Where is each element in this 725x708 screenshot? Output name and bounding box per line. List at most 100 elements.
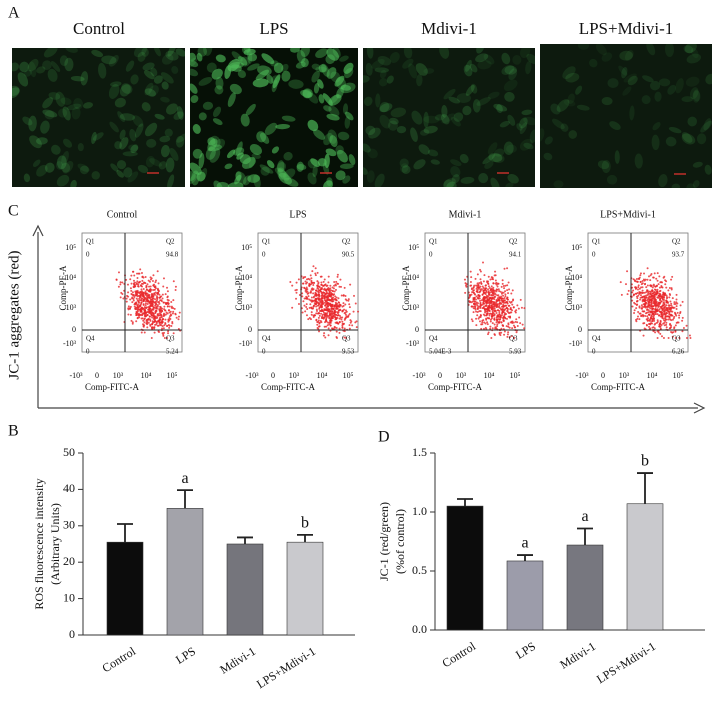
event-dot	[167, 318, 170, 321]
cell	[505, 144, 517, 154]
event-dot	[325, 325, 328, 328]
event-dot	[468, 293, 471, 296]
event-dot	[127, 291, 130, 294]
cell	[323, 180, 333, 187]
cell	[142, 62, 155, 71]
event-dot	[638, 305, 641, 308]
x-tick-label: 10³	[619, 371, 630, 380]
event-dot	[640, 304, 643, 307]
event-dot	[355, 326, 358, 329]
event-dot	[322, 291, 325, 294]
event-dot	[510, 334, 513, 337]
cell	[296, 164, 307, 171]
event-dot	[502, 285, 505, 288]
event-dot	[156, 305, 159, 308]
y-tick-label: 1.0	[412, 504, 427, 518]
event-dot	[338, 314, 341, 317]
cell	[651, 134, 660, 151]
event-dot	[659, 319, 662, 322]
event-dot	[668, 293, 671, 296]
event-dot	[662, 302, 665, 305]
event-dot	[498, 302, 501, 305]
event-dot	[157, 292, 160, 295]
event-dot	[495, 288, 498, 291]
event-dot	[498, 295, 501, 298]
cell	[119, 113, 136, 121]
event-dot	[643, 279, 646, 282]
event-dot	[301, 292, 304, 295]
event-dot	[143, 321, 146, 324]
cell	[328, 94, 342, 106]
event-dot	[632, 293, 635, 296]
event-dot	[488, 296, 491, 299]
event-dot	[148, 315, 151, 318]
cell	[465, 84, 475, 96]
cell	[266, 74, 274, 84]
event-dot	[325, 291, 328, 294]
cell	[114, 97, 126, 108]
event-dot	[491, 288, 494, 291]
event-dot	[312, 315, 315, 318]
event-dot	[146, 314, 149, 317]
event-dot	[323, 296, 326, 299]
cell	[618, 65, 628, 76]
cell	[281, 115, 296, 122]
event-dot	[328, 308, 331, 311]
event-dot	[138, 292, 141, 295]
cell	[619, 50, 633, 61]
cell	[367, 148, 378, 159]
event-dot	[172, 332, 175, 335]
cell	[687, 116, 698, 127]
cell	[377, 55, 392, 66]
cell	[379, 103, 393, 113]
event-dot	[490, 337, 493, 339]
event-dot	[174, 285, 177, 288]
cell	[61, 162, 71, 173]
event-dot	[510, 300, 513, 303]
cell	[348, 154, 356, 166]
y-tick-label: 40	[63, 481, 75, 495]
cell	[607, 78, 619, 88]
cell	[326, 48, 340, 61]
cell	[325, 54, 336, 65]
cell	[239, 154, 251, 165]
event-dot	[327, 304, 330, 307]
cell	[339, 163, 354, 169]
cell	[114, 141, 122, 150]
event-dot	[476, 304, 479, 307]
event-dot	[662, 308, 665, 311]
event-dot	[305, 303, 308, 306]
event-dot	[660, 335, 663, 338]
event-dot	[333, 305, 336, 308]
event-dot	[670, 314, 673, 317]
event-dot	[651, 305, 654, 308]
cell	[62, 138, 73, 148]
event-dot	[321, 301, 324, 304]
quadrant-value: 0	[86, 348, 90, 356]
event-dot	[151, 323, 154, 326]
axis-title: Comp-FITC-A	[428, 382, 483, 392]
event-dot	[515, 309, 518, 312]
event-dot	[132, 279, 135, 282]
event-dot	[476, 286, 479, 289]
event-dot	[323, 278, 326, 281]
event-dot	[144, 276, 147, 279]
event-dot	[172, 280, 175, 283]
event-dot	[647, 309, 650, 312]
cell	[59, 55, 69, 67]
event-dot	[338, 321, 341, 324]
cell	[127, 171, 139, 183]
event-dot	[324, 336, 327, 339]
event-dot	[631, 299, 634, 302]
event-dot	[321, 309, 324, 312]
error-bar	[517, 554, 533, 561]
event-dot	[476, 273, 479, 276]
event-dot	[148, 285, 151, 288]
event-dot	[670, 306, 673, 309]
event-dot	[301, 295, 304, 298]
cell	[167, 48, 177, 57]
event-dot	[633, 309, 636, 312]
y-tick-label: 10⁴	[241, 273, 252, 282]
event-dot	[667, 306, 670, 309]
event-dot	[142, 298, 145, 301]
